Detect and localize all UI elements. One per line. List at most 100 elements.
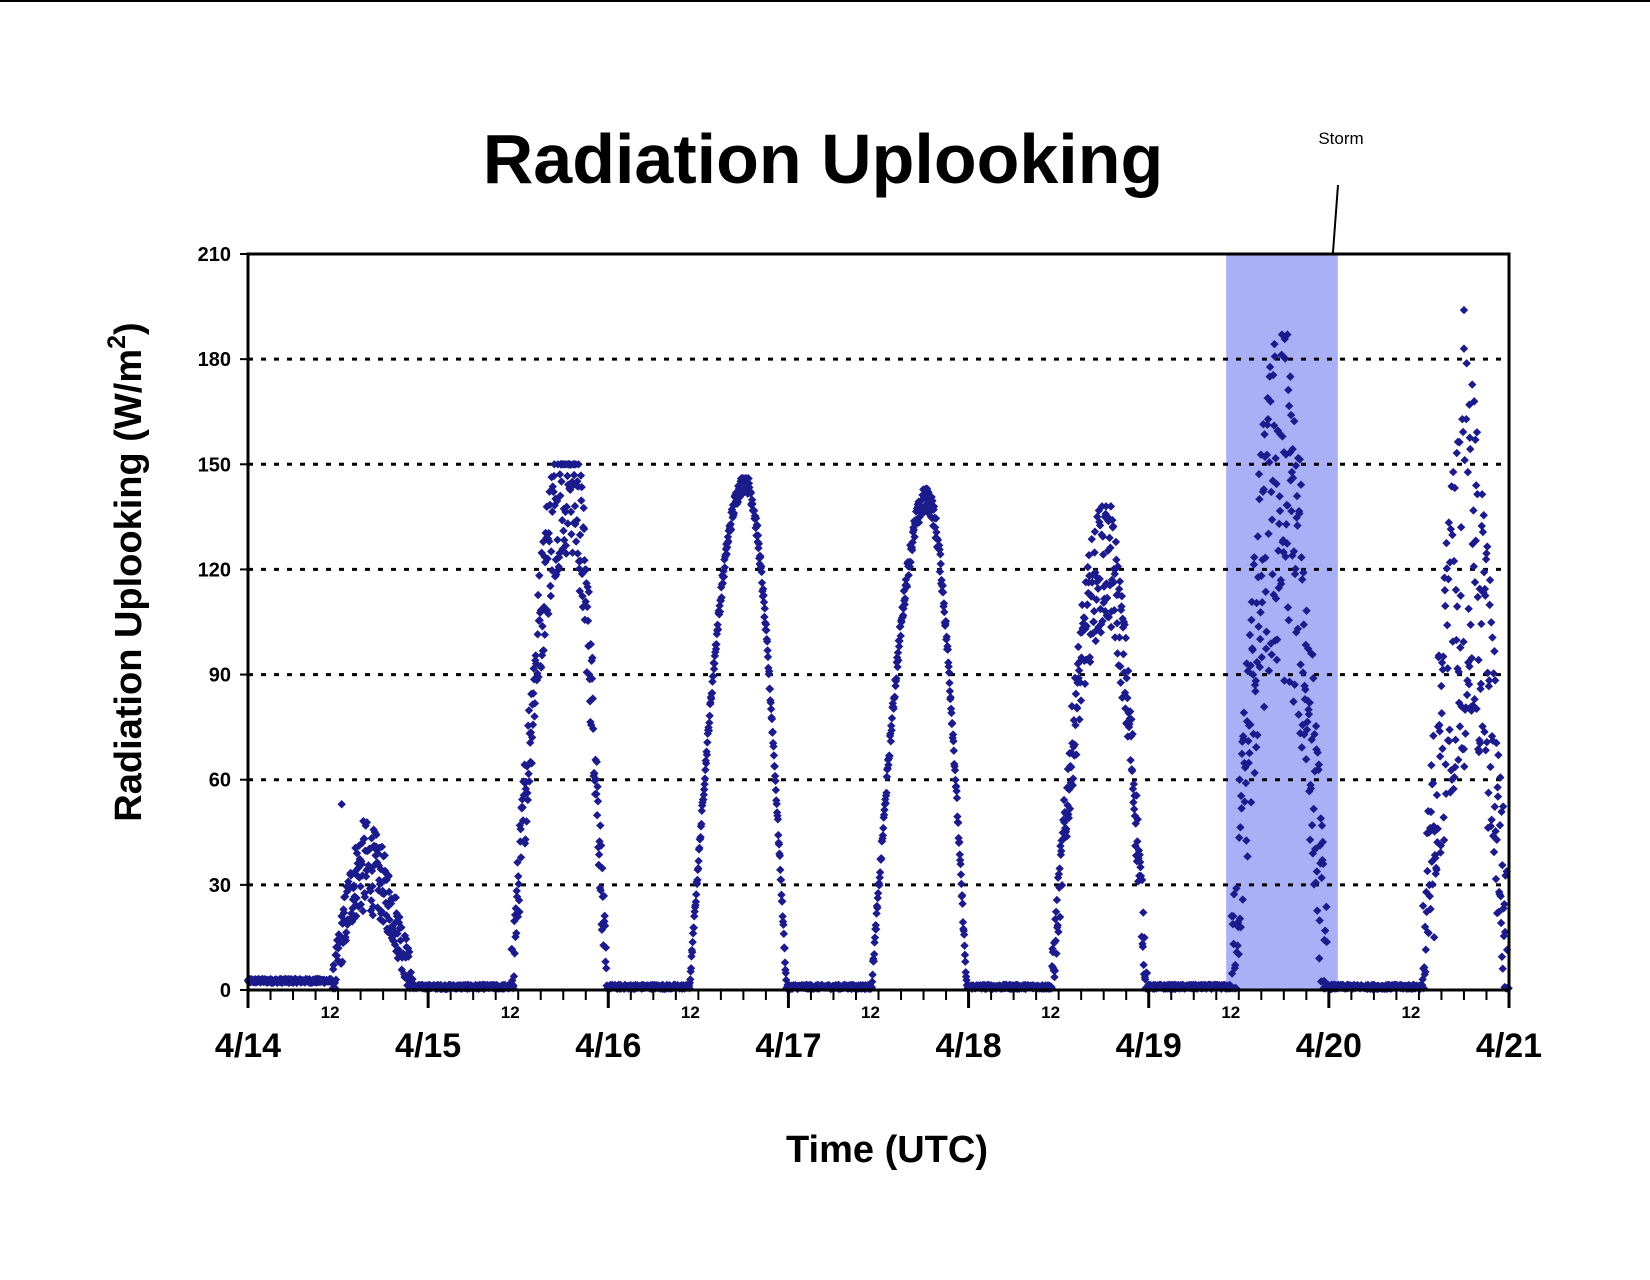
data-point <box>1442 564 1452 573</box>
data-point <box>1118 693 1127 702</box>
data-point <box>1140 933 1149 942</box>
data-point <box>377 842 387 851</box>
data-point <box>1428 778 1438 788</box>
data-point <box>1450 762 1460 772</box>
data-point <box>583 616 593 626</box>
data-point <box>1491 676 1500 685</box>
data-point <box>1482 549 1491 558</box>
data-point <box>1251 676 1261 686</box>
data-point <box>1092 595 1101 604</box>
data-point <box>1438 744 1447 753</box>
data-point <box>944 668 954 677</box>
data-point <box>1116 678 1125 687</box>
data-point <box>1500 927 1510 937</box>
data-point <box>573 549 582 558</box>
x-date-label: 4/18 <box>935 1027 1001 1065</box>
data-point <box>1106 622 1116 632</box>
data-point <box>1052 949 1061 958</box>
x-noon-label: 12 <box>501 1003 520 1022</box>
data-point <box>373 903 382 912</box>
data-point <box>720 563 729 572</box>
data-point <box>691 897 701 906</box>
data-point <box>1476 679 1486 689</box>
data-point <box>1293 521 1302 530</box>
y-tick-label: 150 <box>198 454 231 476</box>
data-point <box>1492 835 1501 844</box>
data-point <box>513 858 522 867</box>
data-point <box>1091 626 1101 635</box>
data-point <box>958 899 967 908</box>
data-point <box>1229 911 1238 921</box>
data-point <box>1062 824 1071 834</box>
data-point <box>390 940 400 950</box>
data-point <box>1235 914 1245 923</box>
data-point <box>1307 735 1316 744</box>
data-point <box>1459 744 1469 754</box>
data-point <box>1450 772 1459 782</box>
data-point <box>1064 785 1074 794</box>
data-point <box>1233 941 1242 950</box>
data-point <box>1243 852 1252 861</box>
data-point <box>1308 650 1317 659</box>
data-point <box>776 875 786 885</box>
data-point <box>1255 662 1264 672</box>
data-point <box>697 819 706 829</box>
data-point <box>1095 521 1105 530</box>
x-noon-label: 12 <box>1401 1003 1420 1022</box>
data-point <box>1429 731 1438 740</box>
data-point <box>781 975 791 985</box>
data-point <box>1108 522 1118 531</box>
data-point <box>354 902 363 911</box>
data-point <box>1445 558 1455 567</box>
data-point <box>942 632 951 642</box>
data-point <box>1280 676 1289 685</box>
data-point <box>1494 750 1503 760</box>
data-point <box>922 484 932 494</box>
data-point <box>1288 551 1297 560</box>
data-point <box>405 947 414 957</box>
data-point <box>1123 693 1132 703</box>
data-point <box>1053 921 1062 930</box>
data-point <box>1234 833 1244 842</box>
data-point <box>1111 537 1121 547</box>
data-point <box>1271 454 1280 463</box>
data-point <box>724 537 733 546</box>
data-point <box>1263 415 1273 424</box>
data-point <box>567 482 576 491</box>
data-point <box>1309 674 1318 683</box>
data-point <box>894 656 903 665</box>
data-point <box>1425 891 1435 901</box>
data-point <box>1314 765 1323 775</box>
data-point <box>356 900 366 909</box>
data-point <box>939 599 949 608</box>
data-point <box>1420 922 1430 932</box>
data-point <box>1432 790 1442 800</box>
data-point <box>579 503 588 513</box>
data-point <box>700 774 710 783</box>
data-point <box>943 645 953 654</box>
data-point <box>514 879 523 889</box>
data-point <box>1083 600 1092 609</box>
data-point <box>1132 791 1141 800</box>
data-point <box>601 943 611 952</box>
data-point <box>761 620 771 629</box>
data-point <box>892 674 901 683</box>
data-point <box>577 482 586 492</box>
data-point <box>1242 836 1251 845</box>
data-point <box>509 981 518 991</box>
data-point <box>1315 954 1324 963</box>
data-point <box>1485 575 1495 585</box>
data-point <box>1139 960 1148 970</box>
data-point <box>1129 804 1139 814</box>
data-point <box>1469 506 1478 515</box>
data-point <box>1063 801 1072 810</box>
data-point <box>1490 647 1499 656</box>
data-point <box>693 875 702 885</box>
data-point <box>893 662 902 672</box>
data-point <box>1483 668 1492 678</box>
data-point <box>1059 795 1069 805</box>
data-point <box>1125 719 1134 729</box>
data-point <box>515 907 524 917</box>
data-point <box>878 831 888 840</box>
data-point <box>1469 562 1479 571</box>
